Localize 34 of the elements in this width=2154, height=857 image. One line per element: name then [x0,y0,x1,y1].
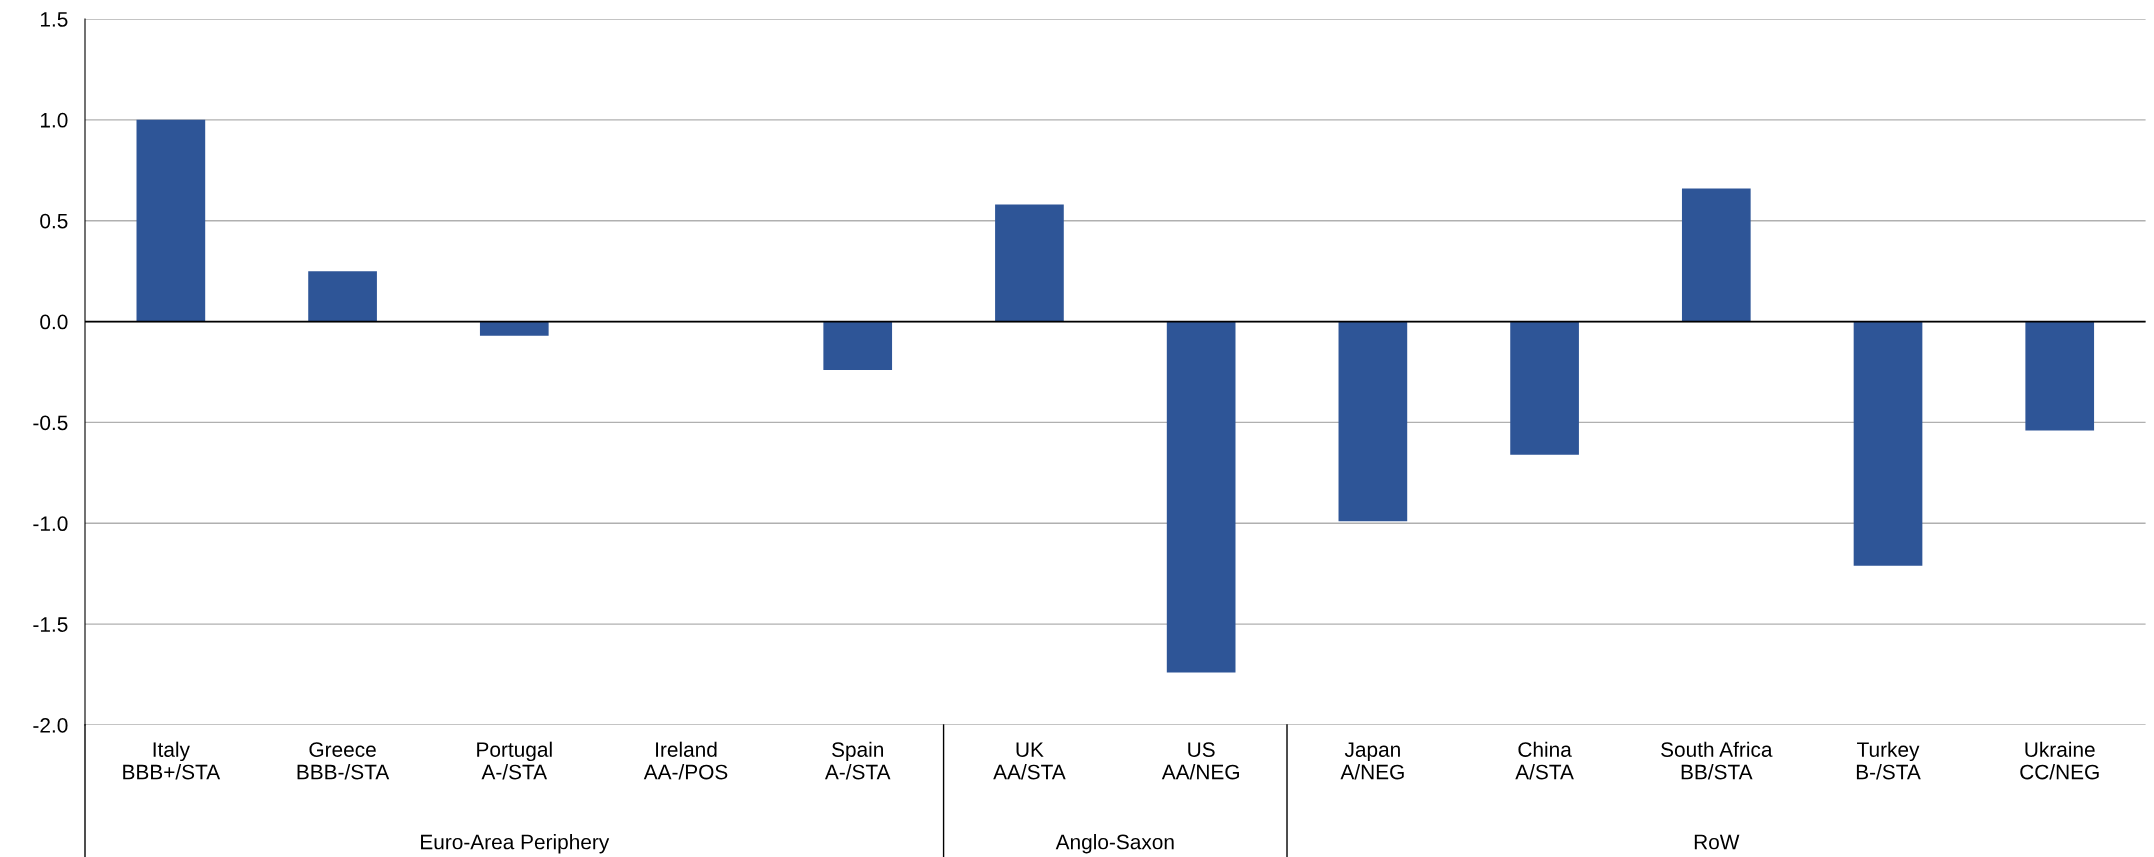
bar [823,321,893,370]
text: Anglo-Saxon [1055,834,1174,854]
y-tick-label: -2.0 [33,718,68,733]
x-tick-label: China A/STA [1515,741,1574,780]
bar [1338,321,1408,522]
x-tick-label: Ireland AA-/POS [643,741,728,780]
x-tick-label: South Africa BB/STA [1661,741,1773,780]
y-tick-label: 1.0 [40,112,68,128]
text: Euro-Area Periphery [421,834,610,854]
x-tick-label: Japan A/NEG [1340,742,1404,780]
bar [1681,188,1751,322]
y-tick-label: 0.5 [40,213,68,229]
bar [1166,321,1236,673]
x-tick-label: Ukraine CC/NEG [2020,741,2099,780]
y-tick-label: -1.5 [33,617,68,632]
x-tick-label: Italy BBB+/STA [123,741,221,780]
y-tick-label: -1.0 [33,516,68,532]
bar [136,119,206,322]
bar [1510,321,1579,455]
x-tick-label: Greece BBB-/STA [297,742,390,780]
bar [1853,321,1923,566]
x-tick-label: Portugal A-/STA [477,741,552,780]
bar [2025,321,2095,431]
y-tick-label: 1.5 [40,12,68,27]
x-tick-label: UK AA/STA [993,742,1066,780]
bar [479,321,549,336]
y-tick-label: -0.5 [33,415,68,431]
x-tick-label: US AA/NEG [1161,742,1239,780]
x-tick-label: Turkey B-/STA [1856,741,1921,780]
y-tick-label: 0.0 [40,314,68,330]
bar [995,204,1064,322]
x-tick-label: Spain A-/STA [824,741,891,780]
bar [308,271,377,322]
text: RoW [1694,834,1740,850]
